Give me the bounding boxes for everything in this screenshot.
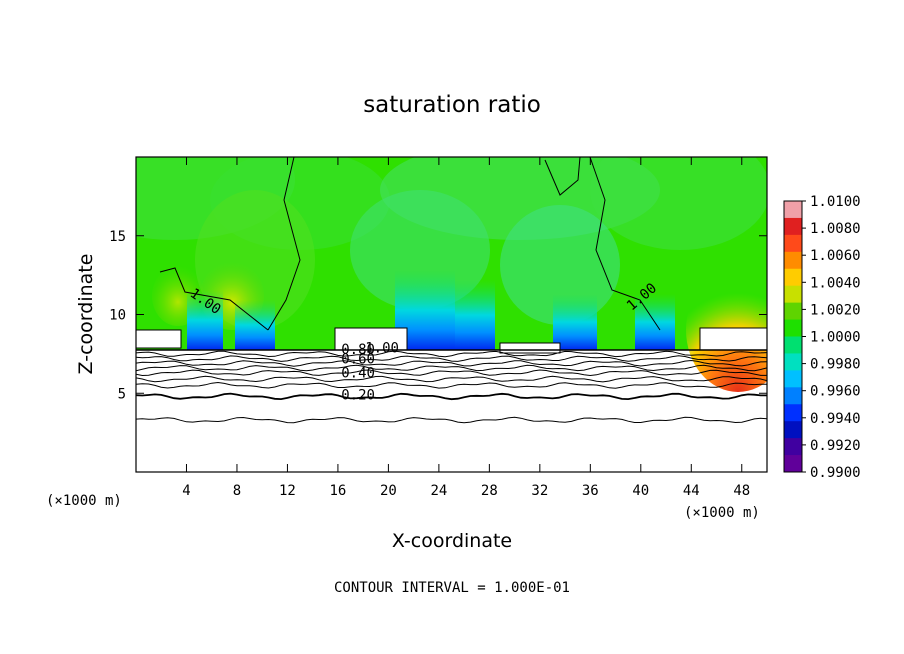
colorbar-tick-label: 0.9940 (810, 411, 861, 427)
x-tick-label: 8 (233, 483, 241, 499)
contour-line (136, 392, 767, 401)
contour-line-100 (544, 157, 581, 196)
contour-interval-note: CONTOUR INTERVAL = 1.000E-01 (334, 580, 570, 596)
colorbar-band (784, 353, 802, 371)
cloud-region (136, 329, 182, 349)
colorbar-band (784, 285, 802, 304)
colorbar-band (784, 455, 802, 473)
contour-label: 0.40 (341, 366, 375, 382)
y-tick-label: 15 (109, 229, 126, 245)
colorbar-tick-label: 1.0100 (810, 194, 861, 210)
x-tick-label: 4 (182, 483, 190, 499)
colorbar-band (784, 251, 802, 270)
colorbar-tick-label: 1.0020 (810, 302, 861, 318)
colorbar-tick-label: 1.0040 (810, 275, 861, 291)
field-color-blobs (136, 157, 767, 392)
cloud-region (699, 327, 767, 351)
colorbar: 1.0100 1.0080 1.0060 1.0040 1.0020 1.0000 0.99… (783, 194, 861, 481)
contour-label: 0.20 (341, 388, 375, 404)
field-blob (590, 157, 767, 250)
contour-line-100 (267, 157, 301, 331)
contour-line-100 (589, 157, 661, 331)
x-tick-label: 24 (430, 483, 447, 499)
contour-line (136, 416, 767, 424)
x-tick-label: 36 (582, 483, 599, 499)
contour-label: 0.80 (341, 342, 375, 358)
cloud-region (499, 342, 561, 354)
low-saturation-region (455, 280, 495, 350)
x-tick-label: 32 (531, 483, 548, 499)
colorbar-tick-label: 0.9960 (810, 384, 861, 400)
contour-line (136, 364, 767, 372)
y-axis-label: Z-coordinate (75, 254, 97, 375)
colorbar-tick-label: 0.9980 (810, 357, 861, 373)
x-tick-label: 40 (632, 483, 649, 499)
colorbar-band (784, 438, 802, 456)
x-tick-label: 44 (683, 483, 700, 499)
colorbar-band (784, 319, 802, 337)
contour-line (136, 350, 767, 358)
colorbar-tick-label: 1.0000 (810, 330, 861, 346)
low-saturation-region (187, 290, 223, 350)
contour-line (136, 369, 767, 377)
colorbar-tick-label: 0.9900 (810, 465, 861, 481)
x-tick-label: 20 (380, 483, 397, 499)
y-tick-label: 5 (118, 386, 126, 402)
colorbar-band (784, 268, 802, 287)
colorbar-band (784, 201, 802, 219)
colorbar-band (784, 421, 802, 439)
x-tick-label: 12 (279, 483, 296, 499)
colorbar-tick-label: 1.0080 (810, 221, 861, 237)
x-tick-label: 28 (481, 483, 498, 499)
low-saturation-region (553, 294, 597, 350)
colorbar-band (784, 302, 802, 321)
contour-line (136, 381, 767, 389)
colorbar-band (784, 387, 802, 405)
colorbar-band (784, 234, 802, 253)
contour-label: 1.00 (365, 340, 399, 356)
colorbar-tick-label: 0.9920 (810, 438, 861, 454)
contour-line (136, 359, 767, 367)
x-unit-label-left: (×1000 m) (46, 493, 122, 509)
contour-line (136, 355, 767, 362)
x-unit-label-right: (×1000 m) (684, 505, 760, 521)
y-tick-label: 10 (109, 308, 126, 324)
contour-line (136, 375, 767, 383)
chart-title: saturation ratio (363, 92, 541, 118)
contour-label: 0.60 (341, 351, 375, 367)
x-tick-label: 16 (329, 483, 346, 499)
colorbar-band (784, 217, 802, 236)
heatmap-field (136, 157, 767, 472)
colorbar-band (784, 404, 802, 422)
y-axis-ticks: 5 10 15 (109, 229, 767, 402)
x-tick-label: 48 (733, 483, 750, 499)
colorbar-band (784, 370, 802, 388)
colorbar-band (784, 336, 802, 354)
contour-line-100 (159, 267, 269, 331)
x-axis-label: X-coordinate (392, 530, 512, 552)
contour-lines: 1.00 1.000.800.600.400.201.00 (136, 157, 767, 424)
x-axis-ticks: 4 8 12 16 20 24 28 32 36 40 44 48 (182, 157, 750, 499)
colorbar-tick-label: 1.0060 (810, 248, 861, 264)
low-saturation-region (235, 300, 275, 350)
